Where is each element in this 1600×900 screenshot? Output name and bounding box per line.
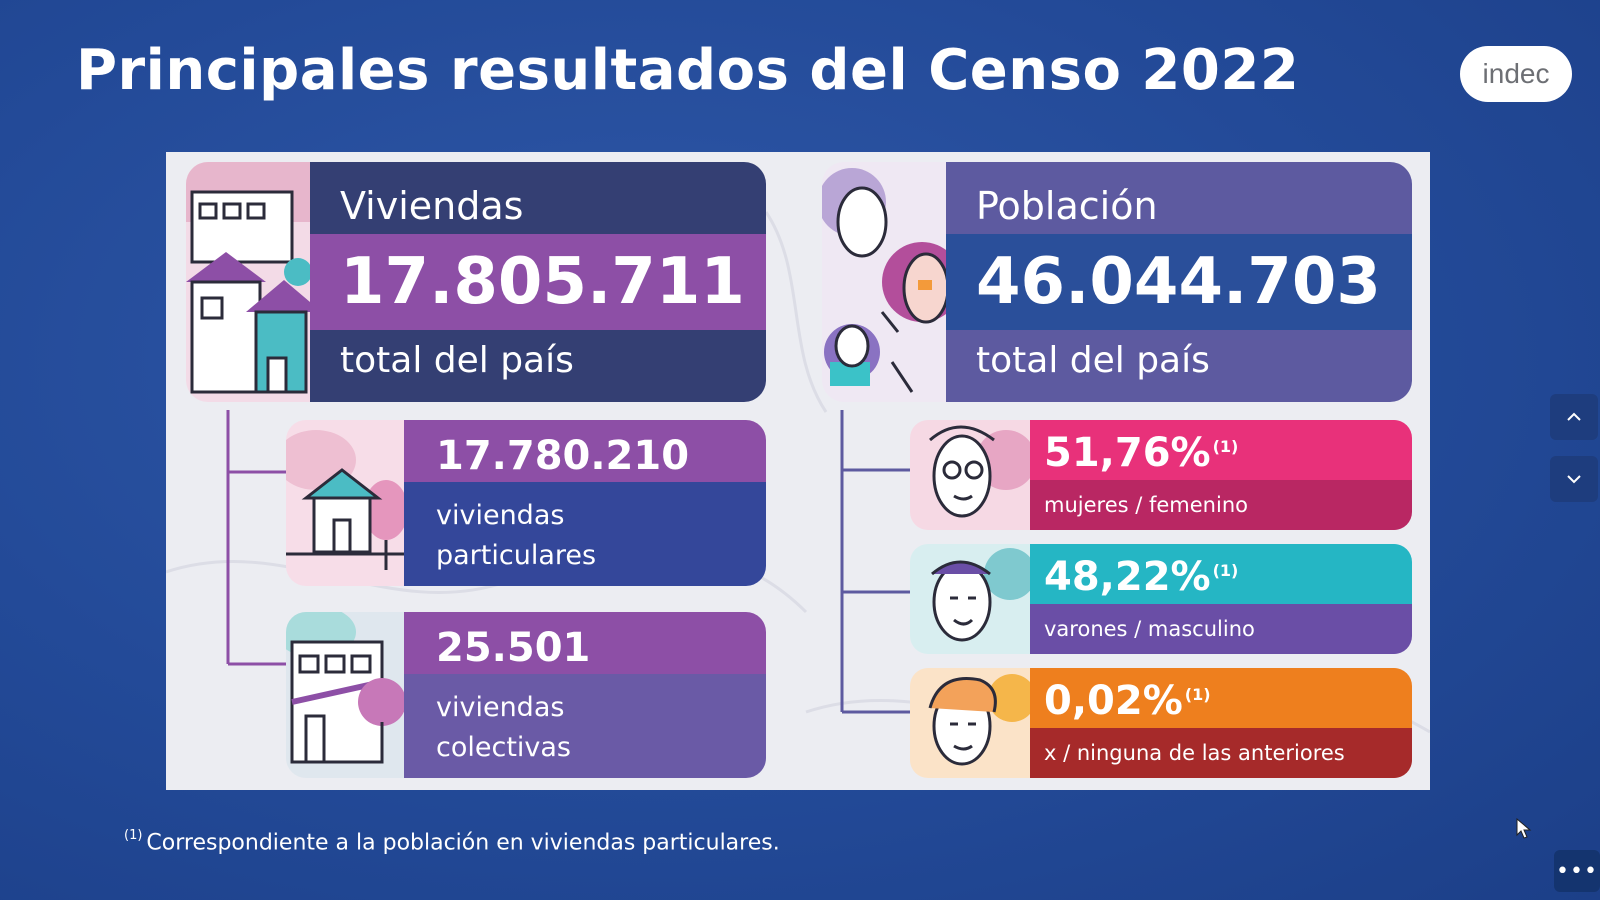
more-options-button[interactable]: ••• (1554, 850, 1600, 892)
masculino-label: varones / masculino (1030, 604, 1412, 654)
masculino-card: 48,22% (1) varones / masculino (910, 544, 1412, 654)
ninguna-value-text: 0,02% (1044, 678, 1183, 724)
slide-title: Principales resultados del Censo 2022 (76, 38, 1300, 103)
particulares-value: 17.780.210 (404, 420, 766, 482)
viviendas-total: 17.805.711 (310, 234, 766, 330)
particulares-label: viviendas particulares (404, 482, 766, 586)
poblacion-header: Población (946, 162, 1412, 234)
colectivas-label-line2: colectivas (436, 732, 571, 763)
mouse-cursor-icon (1516, 818, 1532, 839)
ninguna-label: x / ninguna de las anteriores (1030, 728, 1412, 778)
viviendas-header: Viviendas (310, 162, 766, 234)
poblacion-footer: total del país (946, 330, 1412, 402)
particulares-label-line2: particulares (436, 540, 597, 571)
scroll-down-button[interactable] (1550, 456, 1598, 502)
femenino-card: 51,76% (1) mujeres / femenino (910, 420, 1412, 530)
ninguna-note: (1) (1184, 685, 1211, 704)
viviendas-footer: total del país (310, 330, 766, 402)
footnote-text: Correspondiente a la población en vivien… (146, 830, 780, 856)
scroll-up-button[interactable] (1550, 394, 1598, 440)
woman-face-illustration (910, 420, 1030, 530)
colectivas-label-line1: viviendas (436, 692, 565, 723)
viviendas-colectivas-card: 25.501 viviendas colectivas (286, 612, 766, 778)
colectivas-label: viviendas colectivas (404, 674, 766, 778)
person-face-illustration (910, 668, 1030, 778)
indec-logo: indec (1460, 46, 1572, 102)
chevron-down-icon (1567, 475, 1581, 484)
building-illustration (286, 612, 404, 778)
more-icon: ••• (1556, 858, 1598, 884)
footnote: (1) Correspondiente a la población en viv… (124, 828, 780, 856)
footnote-marker: (1) (124, 828, 143, 843)
ninguna-value: 0,02% (1) (1030, 668, 1412, 728)
masculino-value-text: 48,22% (1044, 554, 1211, 600)
femenino-value-text: 51,76% (1044, 430, 1211, 476)
poblacion-total: 46.044.703 (946, 234, 1412, 330)
poblacion-card: Población 46.044.703 total del país (822, 162, 1412, 402)
chevron-up-icon (1567, 412, 1581, 421)
house-illustration (286, 420, 404, 586)
houses-illustration (186, 162, 310, 402)
viviendas-card: Viviendas 17.805.711 total del país (186, 162, 766, 402)
connector-lines (226, 410, 910, 714)
colectivas-value: 25.501 (404, 612, 766, 674)
femenino-label: mujeres / femenino (1030, 480, 1412, 530)
particulares-label-line1: viviendas (436, 500, 565, 531)
viviendas-particulares-card: 17.780.210 viviendas particulares (286, 420, 766, 586)
infographic-panel: Viviendas 17.805.711 total del país Pobl… (166, 152, 1430, 790)
ninguna-card: 0,02% (1) x / ninguna de las anteriores (910, 668, 1412, 778)
femenino-note: (1) (1212, 437, 1239, 456)
femenino-value: 51,76% (1) (1030, 420, 1412, 480)
masculino-note: (1) (1212, 561, 1239, 580)
people-illustration (822, 162, 946, 402)
man-face-illustration (910, 544, 1030, 654)
masculino-value: 48,22% (1) (1030, 544, 1412, 604)
